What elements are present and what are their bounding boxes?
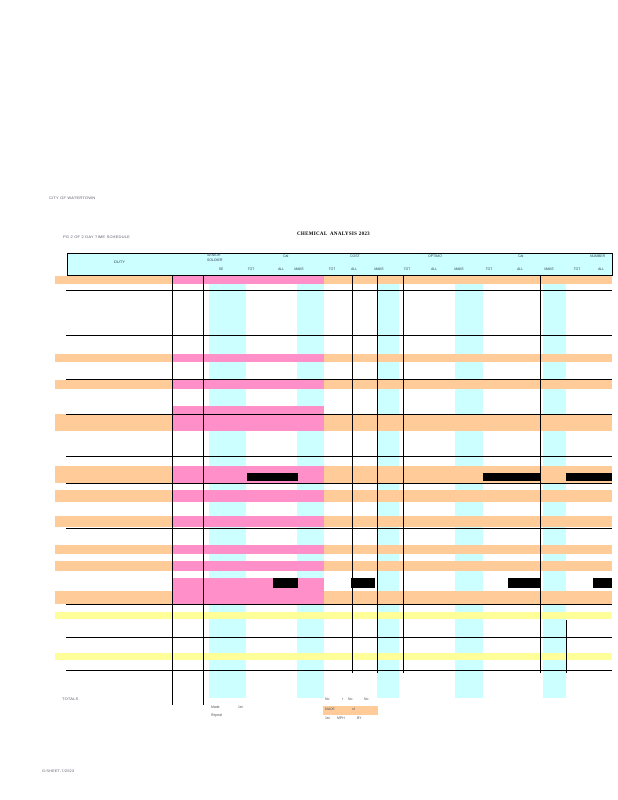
grid-vline [352,253,353,673]
legend-left-label: 1st [238,705,243,709]
highlight-row-orange [55,591,612,604]
legend-left-label: Made [211,705,220,709]
cyan-column-stripe [455,275,483,698]
cyan-column-stripe [377,275,399,698]
legend-right-label: No [364,697,369,701]
header-column-label: ALL [431,267,437,271]
filled-cell-bar [247,473,298,481]
grid-vline [540,275,541,673]
legend-right-label: No [325,697,330,701]
grid-hline [66,604,612,605]
header-column-label: TOT [573,267,581,271]
highlight-row-orange [55,561,612,571]
header-column-label: ALL [517,267,523,271]
duty-column-header: DUTY [114,259,125,264]
highlight-row-pink [172,545,324,554]
header-group-label: NUMBER [590,254,606,258]
header-column-label: ALL [598,267,604,271]
cyan-column-stripe [209,275,246,698]
header-column-label: TOT [485,267,493,271]
header-column-label: MAKE [374,267,384,271]
highlight-row-pink [172,578,324,604]
cyan-column-stripe [543,275,566,698]
highlight-row-orange [55,354,612,362]
grid-hline [66,456,612,457]
grid-hline [66,290,612,291]
grid-hline [66,637,612,638]
legend-bottom-label: BY [357,716,362,720]
legend-left-label: Repeat [211,713,222,717]
cyan-column-stripe [297,275,324,698]
legend-right-label: r [342,697,344,701]
grid-hline [66,379,612,380]
grid-vline [203,253,204,705]
highlight-row-yellow [55,653,612,660]
legend-bottom-label: 1st [325,716,330,720]
header-column-label: MAKE [544,267,554,271]
highlight-row-pink [172,380,324,389]
highlight-row-pink [172,516,324,527]
filled-cell-bar [508,578,540,588]
grid-hline [66,528,612,529]
filled-cell-bar [566,473,612,481]
table-header-band [67,253,613,276]
page-title-left: CHEMICAL [297,232,328,237]
filled-cell-bar [593,578,612,588]
footer-note: G:SHEET-7/2023 [42,769,75,773]
highlight-row-pink [172,561,324,571]
grid-hline [66,483,612,484]
highlight-row-pink [172,490,324,502]
highlight-row-pink [172,354,324,362]
header-group-label: OPTIMO [428,254,442,258]
highlight-row-orange [55,545,612,554]
grid-hline [66,414,612,415]
header-column-label: ALL [278,267,284,271]
header-group-label: SOLDIER [207,258,223,262]
corner-note: CITY OF WATERTOWN [49,195,96,200]
header-column-label: TOT [403,267,411,271]
header-group-label: COST [350,254,360,258]
highlight-row-yellow [55,612,612,619]
highlight-row-orange [55,414,612,431]
highlight-row-pink [172,276,324,284]
grid-hline [66,670,612,671]
filled-cell-bar [483,473,540,481]
legend-right-label: No [348,697,353,701]
grid-vline [403,253,404,673]
header-column-label: SE [218,267,224,271]
highlight-row-orange [55,490,612,502]
page-subtitle: PG 2 OF 2 DAY TIME SCHEDULE [63,234,130,239]
highlight-row-orange [55,276,612,284]
highlight-row-pink [172,406,324,431]
grid-vline [377,275,378,673]
highlight-row-orange [55,516,612,527]
header-column-label: ALL [351,267,357,271]
header-column-label: TOT [247,267,255,271]
legend-cell-label: MADE [325,707,335,711]
header-column-label: MAKE [294,267,304,271]
highlight-row-orange [323,706,378,715]
filled-cell-bar [273,578,298,588]
grid-vline [172,253,173,705]
header-group-label: Cal [518,254,524,258]
legend-bottom-label: MPH [337,716,345,720]
totals-label: TOTALS [62,696,79,701]
header-column-label: TOT [328,267,336,271]
page-title-right: ANALYSIS 2023 [330,232,370,237]
highlight-row-orange [55,380,612,389]
header-group-label: SENIOR [207,253,221,257]
legend-cell-label: of [352,707,355,711]
header-column-label: MAKE [454,267,464,271]
header-group-label: Cal [283,254,289,258]
grid-vline [566,620,567,673]
grid-hline [66,335,612,336]
filled-cell-bar [351,578,375,588]
